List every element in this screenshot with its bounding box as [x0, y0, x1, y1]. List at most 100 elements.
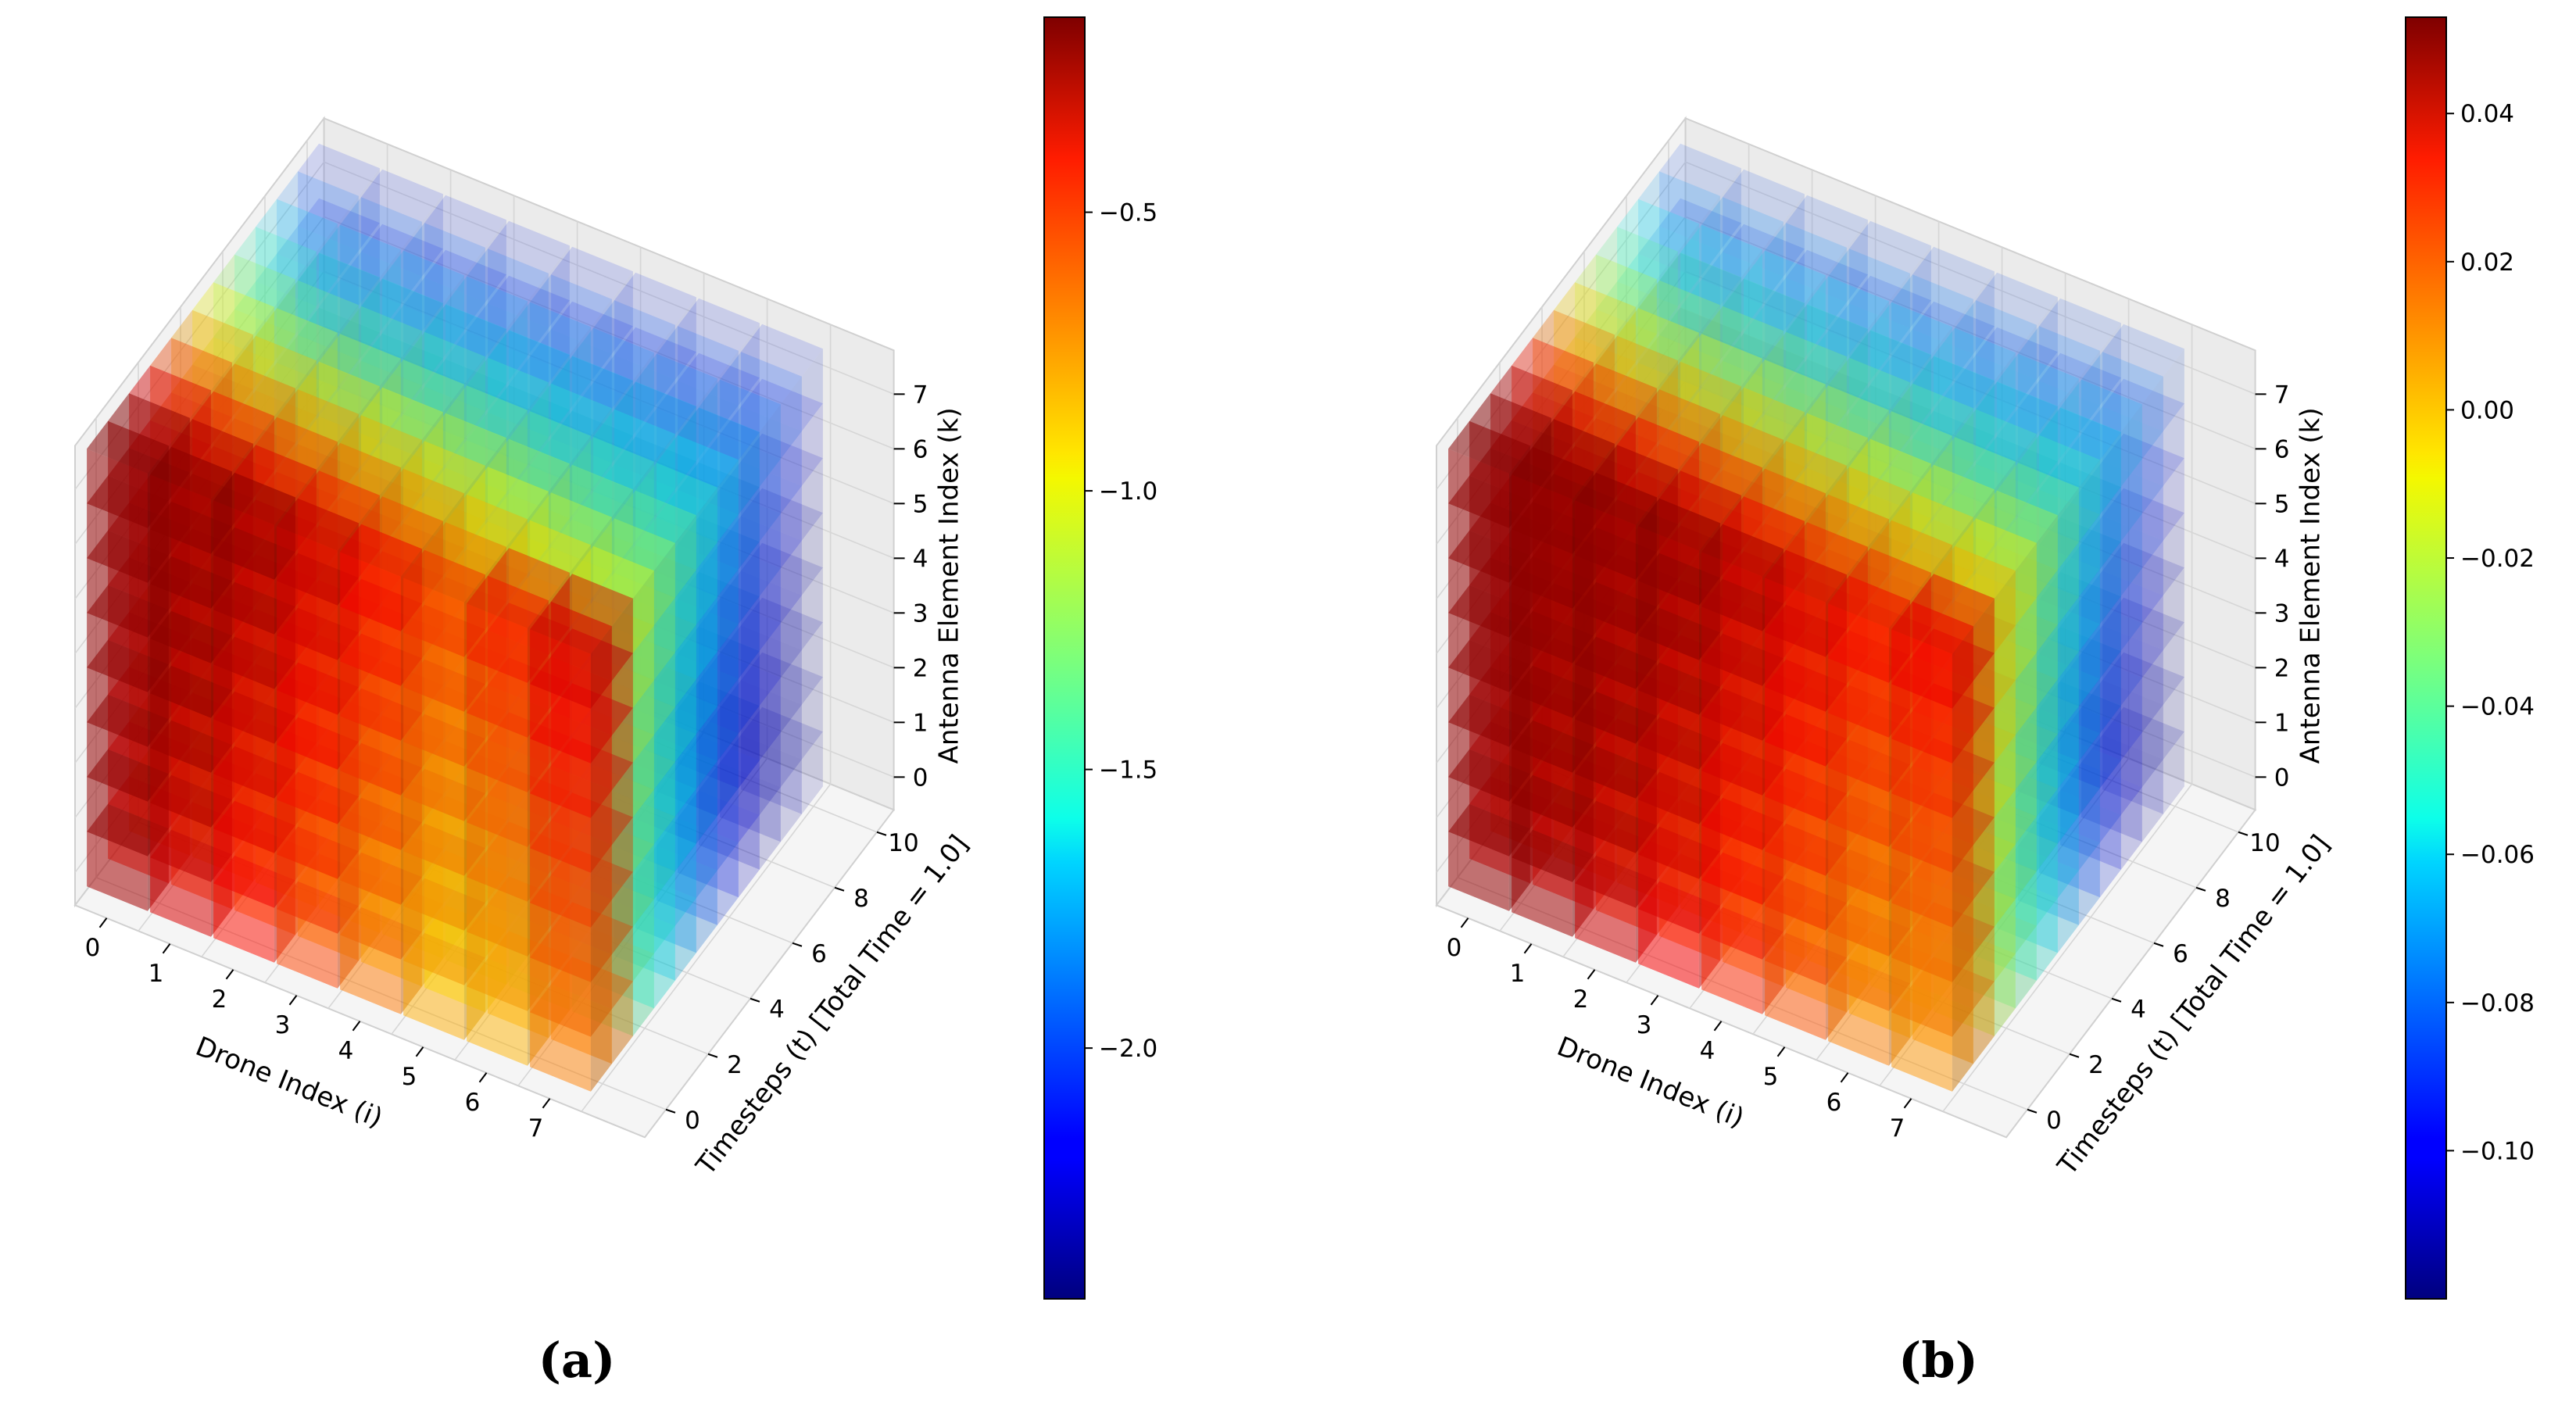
voxel [720, 680, 802, 788]
z-tick-label: 1 [913, 709, 928, 737]
voxel [1786, 359, 1868, 467]
voxel [678, 626, 760, 734]
voxel [720, 625, 802, 733]
voxel [424, 359, 506, 467]
voxel [403, 332, 485, 440]
voxel [614, 655, 696, 763]
voxel [614, 764, 696, 871]
voxel [234, 390, 317, 498]
voxels [87, 143, 823, 1092]
voxel [2102, 706, 2184, 814]
panel-label: (b) [1898, 1332, 1978, 1389]
voxel [277, 389, 359, 497]
voxel [678, 462, 760, 570]
voxel [2102, 652, 2184, 760]
voxel [1828, 249, 1910, 356]
voxel [509, 466, 591, 574]
voxel [467, 303, 549, 411]
voxel [720, 570, 802, 678]
colorbar-gradient [2405, 16, 2447, 1300]
voxel [424, 359, 506, 467]
y-tick-label: 10 [888, 829, 918, 857]
voxel [361, 333, 443, 441]
y-tick-label: 10 [2249, 829, 2280, 857]
voxel [1723, 224, 1805, 331]
voxel [551, 520, 633, 628]
z-tick-label: 2 [2274, 654, 2290, 682]
voxel [1701, 252, 1784, 359]
voxel [1912, 356, 1995, 463]
z-tick-label: 3 [2274, 599, 2290, 628]
voxel [445, 877, 528, 985]
voxel [699, 762, 781, 870]
voxel [720, 516, 802, 624]
voxel [319, 224, 401, 332]
voxel [424, 304, 506, 412]
voxel [572, 327, 654, 435]
voxel [1976, 381, 2058, 489]
voxel [635, 353, 717, 461]
voxel [741, 324, 823, 431]
voxel [1976, 491, 2058, 599]
voxel [1786, 195, 1868, 302]
voxel [319, 334, 401, 442]
voxel [1976, 327, 2058, 435]
voxel [741, 597, 823, 705]
voxel [572, 492, 654, 599]
voxel [340, 416, 422, 524]
voxel [467, 467, 549, 574]
voxel [382, 305, 464, 413]
voxel [298, 416, 380, 524]
voxel [720, 406, 802, 514]
voxel [614, 710, 696, 817]
voxel [1765, 442, 1847, 549]
voxel [657, 435, 739, 542]
z-tick-label: 0 [913, 764, 928, 792]
voxel [340, 306, 422, 414]
voxel [635, 627, 717, 735]
voxel [657, 326, 739, 434]
voxel [1849, 384, 1931, 492]
voxel [488, 494, 570, 602]
z-tick-label: 6 [913, 435, 928, 463]
voxel [340, 360, 422, 468]
x-tick-label: 0 [85, 934, 101, 962]
voxel [1659, 198, 1741, 306]
voxel [488, 493, 570, 601]
voxel [678, 790, 760, 898]
voxel [1849, 220, 1931, 328]
voxel [424, 249, 506, 357]
voxel [720, 735, 802, 842]
voxel [403, 387, 485, 495]
voxel [277, 280, 359, 388]
voxel [635, 681, 717, 789]
voxel [1849, 330, 1931, 438]
voxel [678, 298, 760, 406]
voxel [741, 433, 823, 541]
voxel [340, 907, 422, 1014]
voxel [509, 356, 591, 464]
voxel [234, 281, 317, 389]
z-tick-label: 4 [2274, 545, 2290, 573]
voxel [403, 223, 485, 331]
voxel [277, 226, 359, 334]
voxel [340, 197, 422, 305]
voxel [657, 654, 739, 762]
voxel [572, 437, 654, 545]
voxel [1638, 335, 1720, 443]
voxel [614, 873, 696, 981]
voxel [382, 359, 464, 467]
voxel [382, 414, 464, 522]
colorbar-tick-label: 0.00 [2460, 396, 2514, 424]
z-tick-label: 5 [913, 490, 928, 518]
voxel [657, 653, 739, 761]
voxel [614, 545, 696, 653]
voxel [635, 517, 717, 625]
voxel [361, 442, 443, 549]
colorbar-tick-label: −2.0 [1099, 1035, 1157, 1063]
voxel [319, 334, 401, 442]
voxel [678, 462, 760, 570]
voxel [361, 442, 443, 550]
voxel [1786, 413, 1868, 521]
voxel [171, 309, 253, 417]
